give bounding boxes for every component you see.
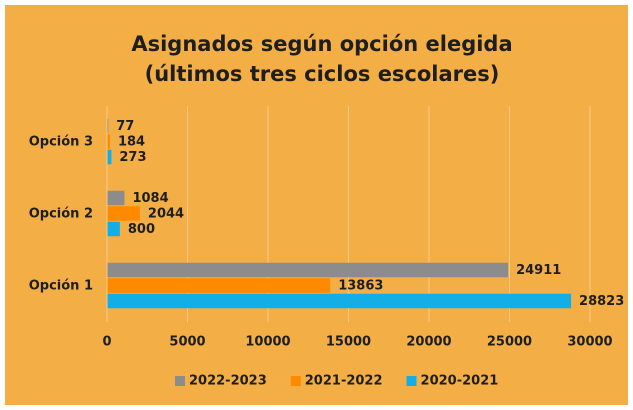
chart-title: Asignados según opción elegida — [131, 32, 512, 56]
data-label: 184 — [118, 135, 145, 150]
x-tick-label: 20000 — [406, 335, 451, 350]
data-label: 2044 — [148, 207, 184, 222]
x-tick-label: 30000 — [567, 335, 612, 350]
data-label: 1084 — [132, 191, 168, 206]
x-tick-label: 15000 — [326, 335, 371, 350]
x-tick-label: 10000 — [245, 335, 290, 350]
bar — [107, 118, 109, 134]
bar — [107, 134, 110, 149]
legend-swatch — [290, 376, 301, 386]
data-label: 24911 — [516, 263, 561, 278]
bar — [107, 149, 112, 165]
legend-swatch — [175, 376, 185, 386]
bar — [107, 262, 509, 278]
bar — [107, 221, 120, 237]
data-label: 13863 — [338, 279, 383, 294]
data-label: 28823 — [579, 294, 624, 309]
x-tick-label: 5000 — [169, 335, 205, 350]
data-label: 800 — [128, 222, 155, 237]
bar — [107, 278, 331, 293]
bar — [107, 190, 125, 206]
chart-title: (últimos tres ciclos escolares) — [145, 62, 500, 86]
y-tick-label: Opción 3 — [29, 135, 93, 150]
bar — [107, 293, 572, 309]
bar — [107, 206, 140, 221]
legend-swatch — [406, 376, 417, 386]
x-tick-label: 25000 — [487, 335, 532, 350]
legend-label: 2020-2021 — [421, 374, 499, 389]
y-tick-label: Opción 1 — [29, 279, 93, 294]
data-label: 273 — [119, 150, 146, 165]
data-label: 77 — [116, 119, 134, 134]
x-tick-label: 0 — [102, 335, 111, 350]
legend-label: 2021-2022 — [305, 374, 383, 389]
y-tick-label: Opción 2 — [29, 207, 93, 222]
legend-label: 2022-2023 — [189, 374, 267, 389]
